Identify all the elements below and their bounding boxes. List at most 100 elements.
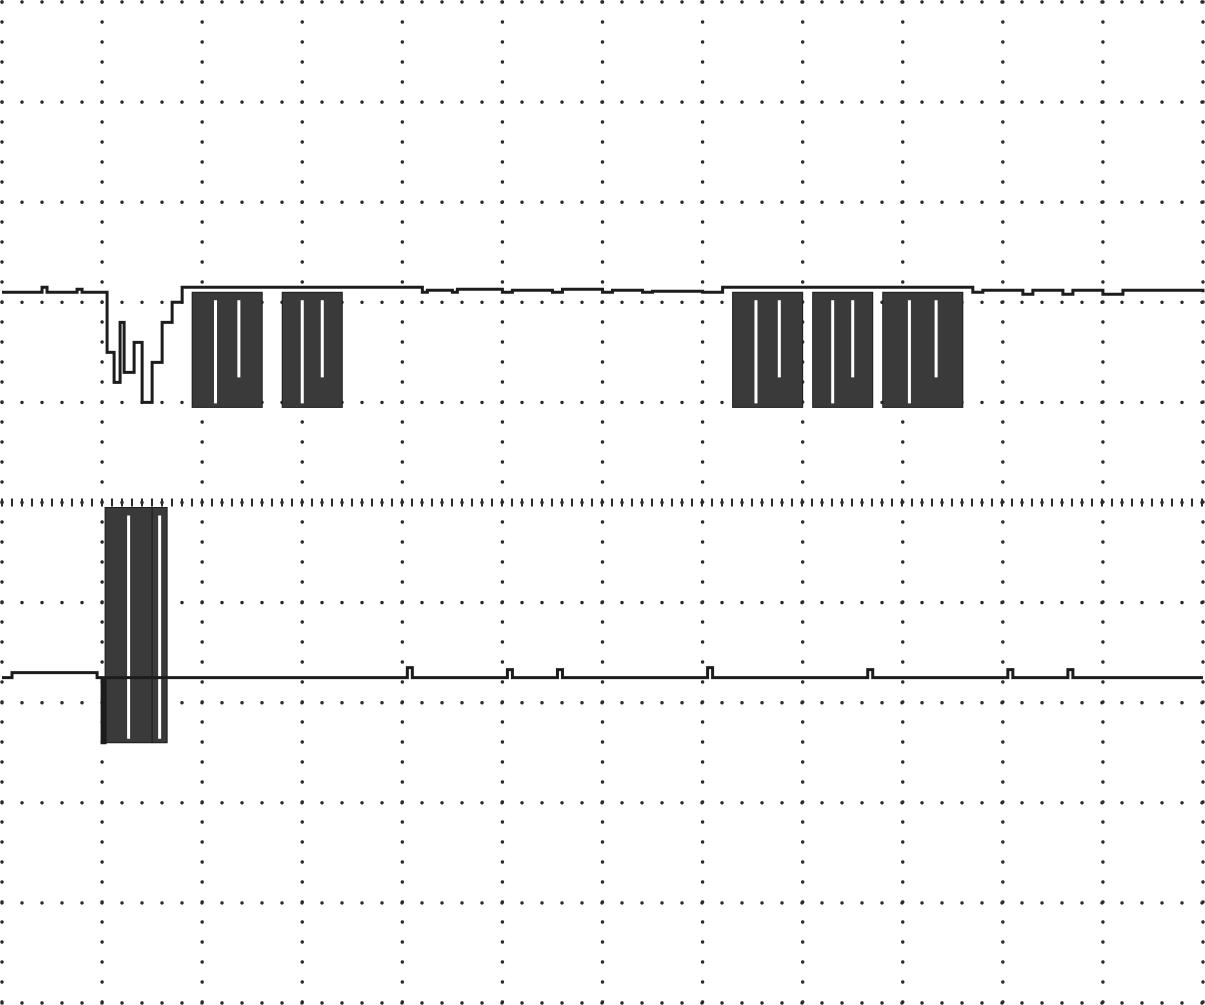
- grid-dot-h: [1080, 901, 1084, 905]
- grid-dot-h: [1020, 200, 1024, 204]
- grid-dot-v: [0, 460, 4, 464]
- grid-dot-h: [1020, 901, 1024, 905]
- grid-dot-v: [1201, 580, 1205, 584]
- grid-dot-v: [1201, 980, 1205, 984]
- grid-dot-v: [600, 360, 605, 364]
- grid-dot-v: [700, 80, 705, 84]
- grid-dot-v: [200, 80, 204, 84]
- grid-dot-h: [1160, 600, 1164, 605]
- grid-dot-h: [240, 701, 244, 705]
- grid-dot-h: [740, 0, 744, 4]
- grid-dot-h: [480, 100, 484, 104]
- grid-dot-h: [580, 701, 584, 705]
- grid-dot-v: [800, 440, 805, 444]
- grid-dot-h: [580, 200, 584, 204]
- grid-dot-h: [40, 0, 44, 4]
- grid-dot-v: [1101, 740, 1105, 744]
- grid-dot-v: [600, 580, 605, 584]
- grid-dot-h: [920, 200, 924, 204]
- grid-dot-h: [980, 901, 984, 905]
- grid-dot-v: [1001, 360, 1005, 364]
- grid-dot-h: [1140, 300, 1144, 304]
- grid-dot-h: [160, 100, 164, 104]
- grid-dot-h: [720, 1001, 724, 1005]
- grid-dot-h: [1140, 701, 1144, 705]
- grid-dot-v: [300, 980, 304, 984]
- grid-dot-v: [901, 140, 905, 144]
- grid-dot-h: [920, 701, 924, 705]
- grid-dot-h: [280, 1001, 284, 1005]
- grid-dot-h: [780, 100, 784, 104]
- grid-dot-h: [660, 200, 664, 204]
- grid-dot-v: [400, 340, 405, 344]
- grid-dot-v: [1001, 800, 1005, 804]
- grid-dot-v: [600, 640, 605, 644]
- grid-dot-v: [500, 760, 505, 764]
- grid-dot-h: [1140, 0, 1144, 4]
- grid-dot-v: [800, 120, 805, 124]
- grid-dot-h: [580, 400, 584, 405]
- grid-dot-h: [1120, 1001, 1124, 1005]
- grid-dot-v: [600, 660, 605, 664]
- grid-dot-v: [700, 440, 705, 444]
- grid-dot-v: [1101, 880, 1105, 884]
- grid-dot-v: [901, 800, 905, 804]
- grid-dot-h: [460, 600, 464, 605]
- grid-dot-v: [700, 140, 705, 144]
- grid-dot-h: [940, 0, 944, 4]
- grid-dot-h: [620, 901, 624, 905]
- grid-dot-h: [220, 0, 224, 4]
- grid-dot-h: [380, 801, 384, 805]
- grid-dot-h: [220, 701, 224, 705]
- grid-dot-v: [200, 580, 204, 584]
- grid-dot-v: [400, 740, 405, 744]
- grid-dot-h: [60, 1001, 64, 1005]
- grid-dot-v: [901, 860, 905, 864]
- grid-dot-h: [180, 701, 184, 705]
- grid-dot-v: [1201, 200, 1205, 204]
- grid-dot-h: [740, 1001, 744, 1005]
- grid-dot-h: [320, 600, 324, 605]
- grid-dot-v: [700, 460, 705, 464]
- grid-dot-v: [700, 960, 705, 964]
- grid-dot-v: [800, 660, 805, 664]
- grid-dot-h: [540, 1001, 544, 1005]
- grid-dot-v: [1201, 860, 1205, 864]
- grid-dot-v: [700, 720, 705, 724]
- grid-dot-v: [600, 460, 605, 464]
- grid-dot-v: [500, 840, 505, 844]
- grid-dot-v: [0, 280, 4, 284]
- grid-dot-v: [100, 600, 104, 604]
- grid-dot-h: [1180, 400, 1184, 405]
- grid-dot-v: [100, 960, 104, 964]
- grid-dot-h: [1180, 701, 1184, 705]
- grid-dot-v: [700, 560, 705, 564]
- grid-dot-h: [380, 901, 384, 905]
- grid-dot-v: [100, 540, 104, 544]
- grid-dot-h: [420, 0, 424, 4]
- grid-dot-h: [80, 600, 84, 605]
- grid-dot-h: [520, 701, 524, 705]
- grid-dot-v: [0, 360, 4, 364]
- grid-dot-h: [520, 901, 524, 905]
- grid-dot-v: [100, 180, 104, 184]
- grid-dot-h: [1160, 200, 1164, 204]
- grid-dot-v: [500, 640, 505, 644]
- grid-dot-h: [260, 200, 264, 204]
- grid-dot-v: [200, 900, 204, 904]
- grid-dot-h: [620, 0, 624, 4]
- grid-dot-v: [1201, 520, 1205, 524]
- grid-dot-v: [400, 360, 405, 364]
- grid-dot-v: [100, 920, 104, 924]
- grid-dot-v: [1101, 480, 1105, 484]
- grid-dot-h: [420, 600, 424, 605]
- grid-dot-h: [80, 701, 84, 705]
- burst-block-1-5: [882, 291, 964, 408]
- grid-dot-v: [1101, 180, 1105, 184]
- grid-dot-v: [1101, 840, 1105, 844]
- grid-dot-h: [840, 200, 844, 204]
- grid-dot-v: [800, 680, 805, 684]
- grid-dot-v: [901, 160, 905, 164]
- grid-dot-v: [0, 480, 4, 484]
- grid-dot-h: [440, 200, 444, 204]
